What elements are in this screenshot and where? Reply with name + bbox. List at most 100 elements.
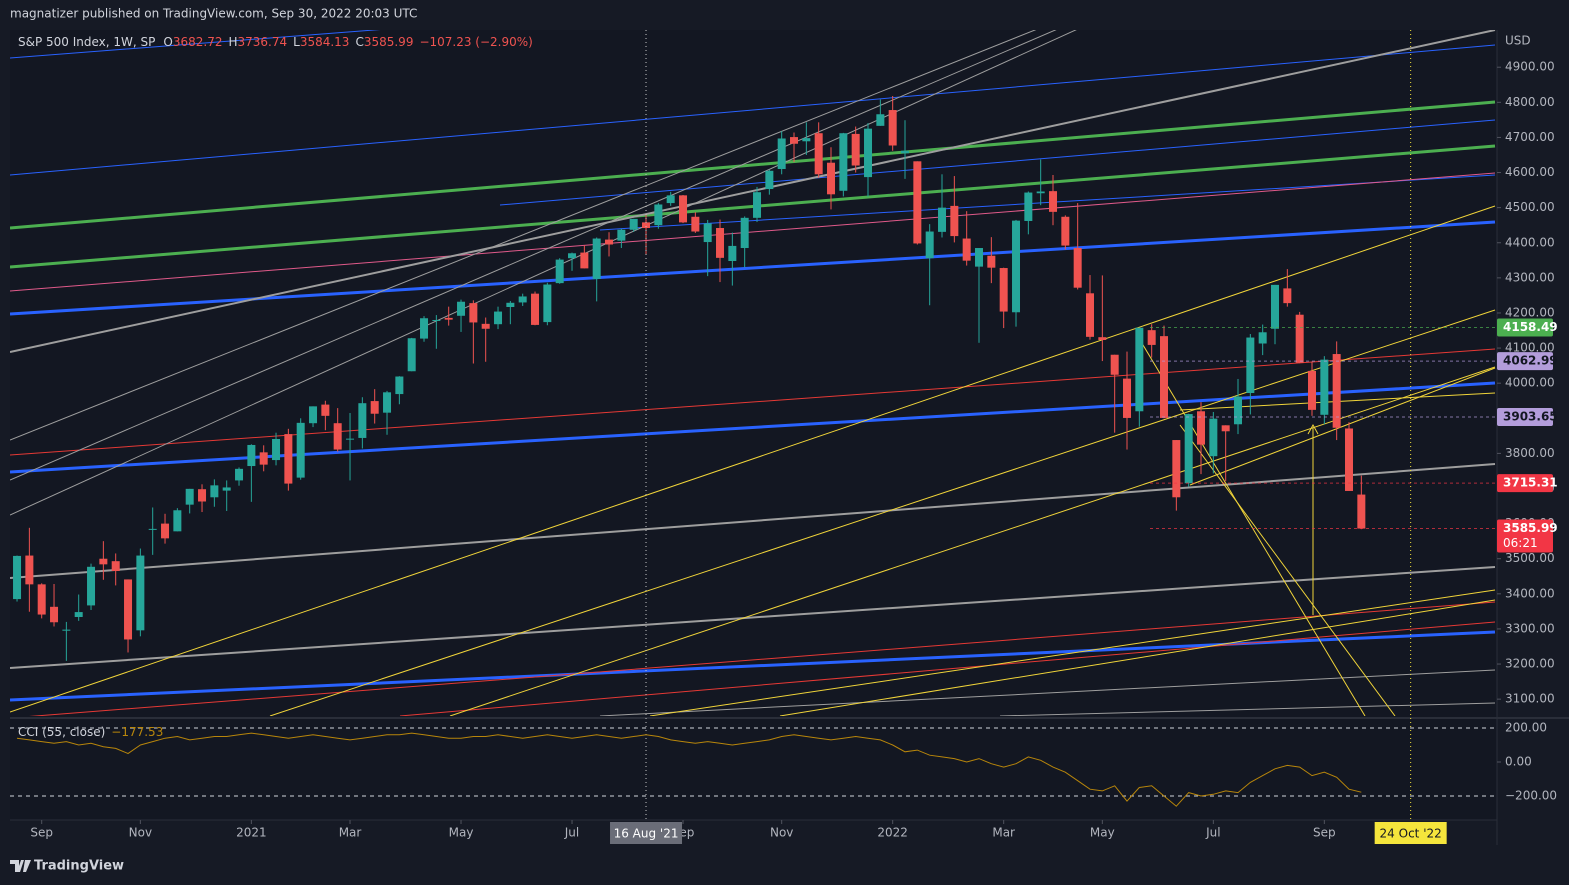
y-tick-label: 3300.00 [1505,621,1555,635]
candle-body [864,128,873,178]
symbol: S&P 500 Index, 1W, SP [18,35,155,49]
candle-body [999,268,1008,312]
candle-body [913,161,922,244]
candle-body [247,444,256,467]
candle-body [1049,191,1058,212]
candle-body [1123,378,1132,418]
candle-body [1086,293,1095,337]
y-tick-label: 3100.00 [1505,692,1555,706]
candle-body [13,555,22,600]
price-tag-label: 3715.31 [1503,476,1558,490]
candle-body [1209,418,1218,457]
candle-body [25,555,34,585]
candle-body [333,423,342,450]
y-tick-label: 3200.00 [1505,657,1555,671]
candle-body [1308,370,1317,410]
candle-body [925,231,934,259]
price-tag-label: 3585.99 [1503,521,1558,535]
legend-value: 3584.13 [300,35,350,49]
date-marker-label: 16 Aug '21 [614,827,679,841]
candle-body [1110,354,1119,375]
candle-body [420,318,429,339]
candle-body [161,523,170,539]
brand: TradingView [10,859,124,874]
legend-value: 3682.72 [173,35,223,49]
candle-body [1073,248,1082,288]
indicator-legend: CCI (55, close) −177.53 [18,725,163,739]
y-tick-label: 4400.00 [1505,235,1555,249]
candle-body [1246,337,1255,394]
plot-area [10,30,1497,820]
candle-body [568,253,577,259]
publisher: magnatizer published on TradingView.com,… [10,7,417,21]
x-tick-label: 2022 [877,826,908,840]
candle-body [1098,337,1107,340]
candle-body [987,255,996,268]
y-tick-label: 3500.00 [1505,551,1555,565]
candle-body [1258,332,1267,344]
candle-body [518,296,527,303]
candle-body [37,584,46,615]
candle-body [1184,414,1193,484]
y-tick-label: 4900.00 [1505,60,1555,74]
price-tag-countdown: 06:21 [1503,536,1538,550]
candle-body [284,434,293,484]
y-tick-label: 4600.00 [1505,165,1555,179]
candle-body [259,452,268,465]
y-tick-label: 3800.00 [1505,446,1555,460]
price-tag [1497,474,1553,493]
candle-body [1172,440,1181,498]
candle-body [629,218,638,230]
candle-body [802,138,811,142]
candle-body [494,311,503,325]
candle-body [654,204,663,226]
candle-body [975,248,984,267]
indicator-line [16,732,1362,807]
price-tag [1497,352,1553,371]
candle-body [531,293,540,325]
candle-body [87,566,96,606]
candle-body [346,438,355,440]
candle-body [469,303,478,323]
candle-body [1147,330,1156,345]
candle-body [691,216,700,232]
candle-body [296,422,305,478]
candle-body [321,404,330,416]
candle-body [740,217,749,249]
legend-prefix: O [163,35,172,49]
candle-body [50,606,59,623]
candle-body [938,207,947,232]
candle-body [74,612,83,617]
x-tick-label: Mar [339,826,362,840]
candle-body [592,238,601,279]
currency-label: USD [1505,34,1531,48]
date-marker-box [1374,822,1447,844]
candle-body [506,302,515,307]
candle-body [136,555,145,631]
candle-body [1283,288,1292,304]
candle-body [383,392,392,413]
candle-body [1320,359,1329,415]
y-tick-label: 4000.00 [1505,376,1555,390]
candle-body [814,133,823,175]
candle-body [395,376,404,395]
x-tick-label: May [449,826,474,840]
y-tick-label: 4500.00 [1505,200,1555,214]
price-tag [1497,318,1553,337]
candle-body [580,252,589,269]
legend-value: 3736.74 [238,35,288,49]
candle-body [888,110,897,146]
candle-body [851,133,860,166]
x-tick-label: Mar [992,826,1015,840]
candle-body [444,317,453,320]
candle-body [543,284,552,323]
candle-body [605,239,614,245]
candle-body [642,222,651,229]
candle-body [111,561,120,572]
candle-body [222,487,231,491]
candle-body [777,138,786,170]
candle-body [876,114,885,126]
y-tick-label: 4700.00 [1505,130,1555,144]
price-tag-label: 4062.99 [1503,354,1558,368]
candle-body [1061,216,1070,246]
